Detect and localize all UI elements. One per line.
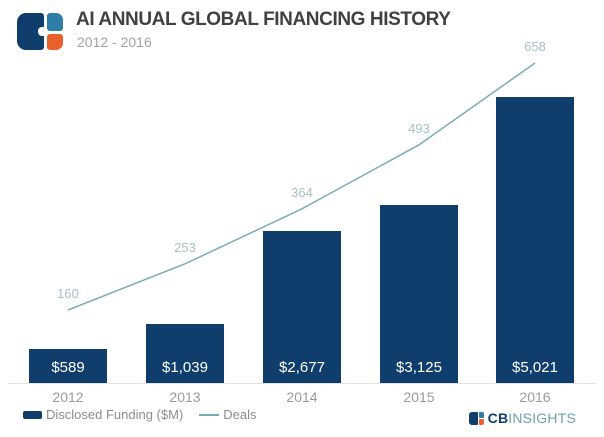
footer-brand-cb: CB xyxy=(487,410,509,426)
footer-logo-navy-block xyxy=(468,411,478,425)
footer-logo-icon xyxy=(468,411,484,425)
deals-legend-label: Deals xyxy=(223,407,257,422)
footer-brand-insights: INSIGHTS xyxy=(508,410,576,426)
footer-logo-blue-block xyxy=(478,411,484,418)
deals-value-label: 493 xyxy=(408,120,430,136)
deals-value-label: 160 xyxy=(57,286,79,301)
x-axis-label-2015: 2015 xyxy=(403,389,435,405)
page-subtitle: 2012 - 2016 xyxy=(77,34,152,50)
funding-bar-2012: $589 xyxy=(29,349,107,383)
funding-bar-2014: $2,677 xyxy=(263,231,341,383)
funding-legend-label: Disclosed Funding ($M) xyxy=(46,407,184,422)
deals-polyline xyxy=(67,62,536,311)
footer-brand: CB INSIGHTS xyxy=(468,410,576,426)
page-title: AI ANNUAL GLOBAL FINANCING HISTORY xyxy=(76,9,451,30)
funding-legend-swatch xyxy=(23,410,42,419)
deals-value-label: 364 xyxy=(291,184,313,200)
funding-bar-2013: $1,039 xyxy=(146,324,224,383)
x-axis-label-2013: 2013 xyxy=(169,389,201,405)
logo-notch xyxy=(38,27,44,36)
logo-orange-block xyxy=(47,34,63,50)
funding-value-label: $2,677 xyxy=(279,359,325,376)
deals-value-label: 253 xyxy=(174,239,196,255)
x-axis-label-2012: 2012 xyxy=(52,389,84,405)
footer-logo-orange-block xyxy=(478,418,484,425)
chart-legend: Disclosed Funding ($M) Deals xyxy=(23,407,257,422)
funding-value-label: $3,125 xyxy=(396,359,442,376)
x-axis-baseline xyxy=(8,383,596,384)
deals-legend-swatch xyxy=(199,413,220,416)
funding-value-label: $1,039 xyxy=(162,359,208,376)
x-axis-label-2014: 2014 xyxy=(286,389,318,405)
logo-blue-block xyxy=(47,13,63,31)
funding-bar-2016: $5,021 xyxy=(496,97,574,383)
x-axis-label-2016: 2016 xyxy=(519,389,551,405)
deals-value-label: 658 xyxy=(524,39,546,54)
funding-value-label: $5,021 xyxy=(512,359,558,376)
funding-value-label: $589 xyxy=(51,359,85,376)
cb-insights-logo xyxy=(17,13,63,50)
funding-bar-2015: $3,125 xyxy=(380,205,458,383)
